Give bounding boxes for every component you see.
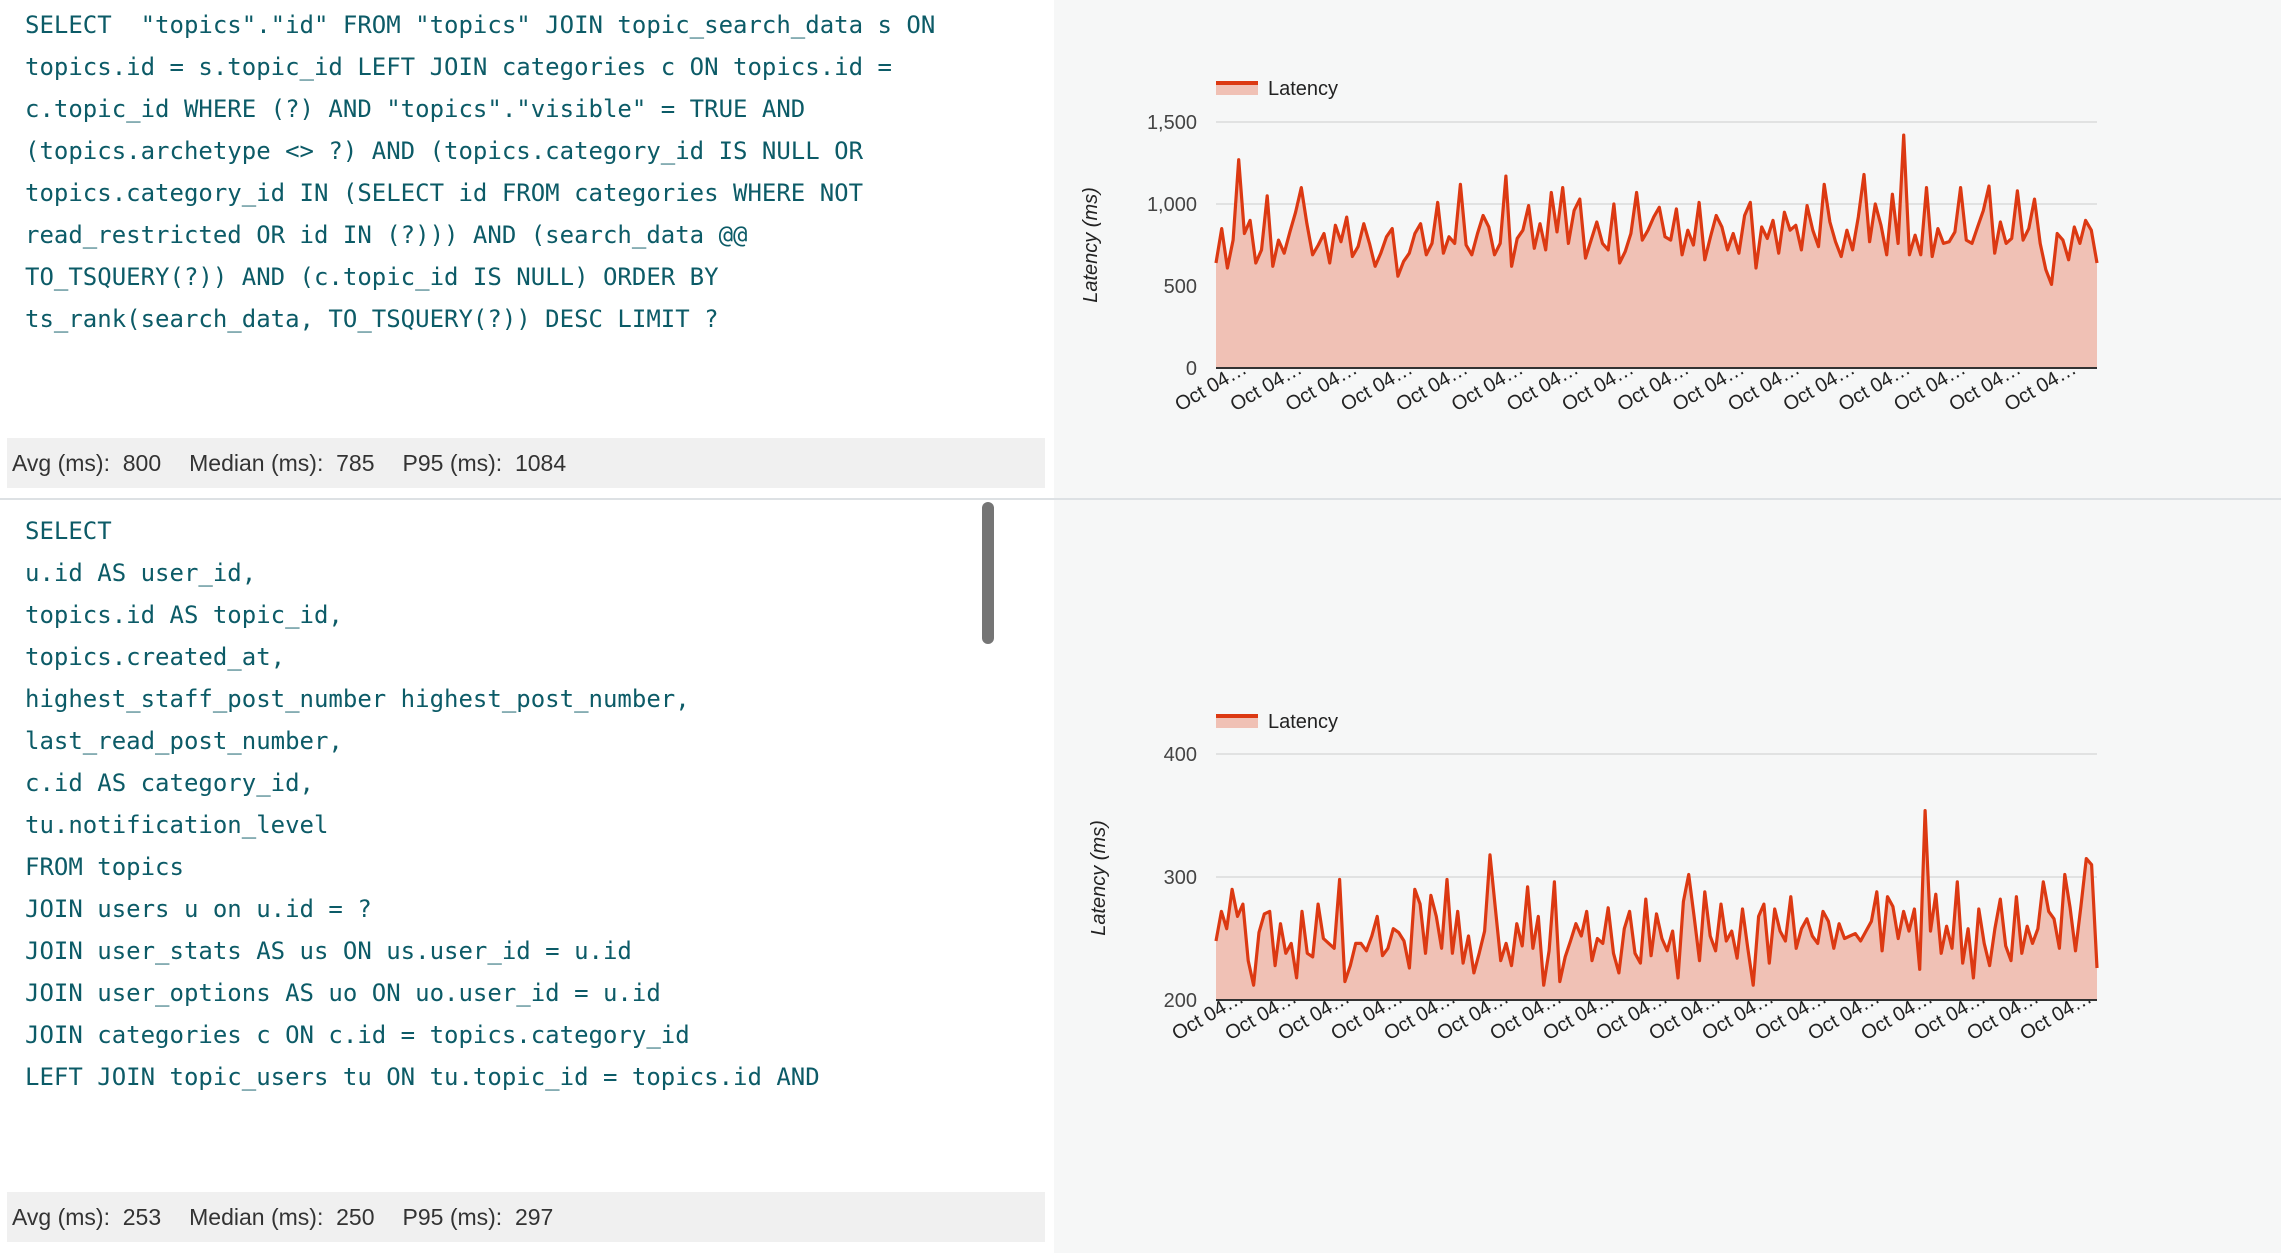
sql-text: SELECT u.id AS user_id, topics.id AS top… [25,517,820,1091]
y-axis-label: Latency (ms) [1088,820,1110,936]
median-value: 250 [336,1204,375,1230]
p95-label: P95 (ms): [402,1204,503,1230]
query-panel-2: SELECT u.id AS user_id, topics.id AS top… [0,500,2281,1253]
sql-text: SELECT "topics"."id" FROM "topics" JOIN … [25,11,936,333]
avg-value: 800 [122,450,162,476]
y-tick-label: 200 [1164,990,1197,1012]
median-label: Median (ms): [189,450,324,476]
avg-value: 253 [122,1204,162,1230]
y-tick-label: 500 [1164,276,1197,298]
stats-bar: Avg (ms): 800 Median (ms): 785 P95 (ms): 1… [7,438,1045,488]
sql-pane: SELECT "topics"."id" FROM "topics" JOIN … [0,0,1054,498]
y-tick-label: 400 [1164,744,1197,766]
query-panel-1: SELECT "topics"."id" FROM "topics" JOIN … [0,0,2281,498]
y-tick-label: 0 [1186,358,1197,380]
y-tick-label: 1,000 [1147,194,1197,216]
y-tick-label: 1,500 [1147,112,1197,134]
legend-label: Latency [1268,78,1338,100]
series-line [1214,133,2099,286]
chart-pane: 200 300 400 Latency Latency (ms) Oct 04… Oct 0… [1054,500,2281,1253]
median-stat: Median (ms): 250 [189,1192,374,1242]
median-stat: Median (ms): 785 [189,438,374,488]
avg-label: Avg (ms): [12,450,110,476]
chart-pane: 0 500 1,000 1,500 Latency Latency (ms) Oct 04…… [1054,0,2281,498]
avg-stat: Avg (ms): 253 [12,1192,161,1242]
p95-value: 297 [514,1204,554,1230]
avg-label: Avg (ms): [12,1204,110,1230]
sql-pane: SELECT u.id AS user_id, topics.id AS top… [0,500,1054,1253]
series-area [1216,135,2097,368]
stats-bar: Avg (ms): 253 Median (ms): 250 P95 (ms): 2… [7,1192,1045,1242]
p95-value: 1084 [514,450,567,476]
avg-stat: Avg (ms): 800 [12,438,161,488]
median-label: Median (ms): [189,1204,324,1230]
p95-stat: P95 (ms): 297 [403,1192,554,1242]
panel-divider [0,498,2281,500]
y-axis-label: Latency (ms) [1080,187,1102,303]
median-value: 785 [336,450,375,476]
sql-scrollbar[interactable] [982,502,994,644]
legend-label: Latency [1268,711,1338,733]
p95-stat: P95 (ms): 1084 [403,438,567,488]
series-area [1216,810,2097,1000]
series-line [1214,809,2099,987]
p95-label: P95 (ms): [402,450,503,476]
y-tick-label: 300 [1164,867,1197,889]
